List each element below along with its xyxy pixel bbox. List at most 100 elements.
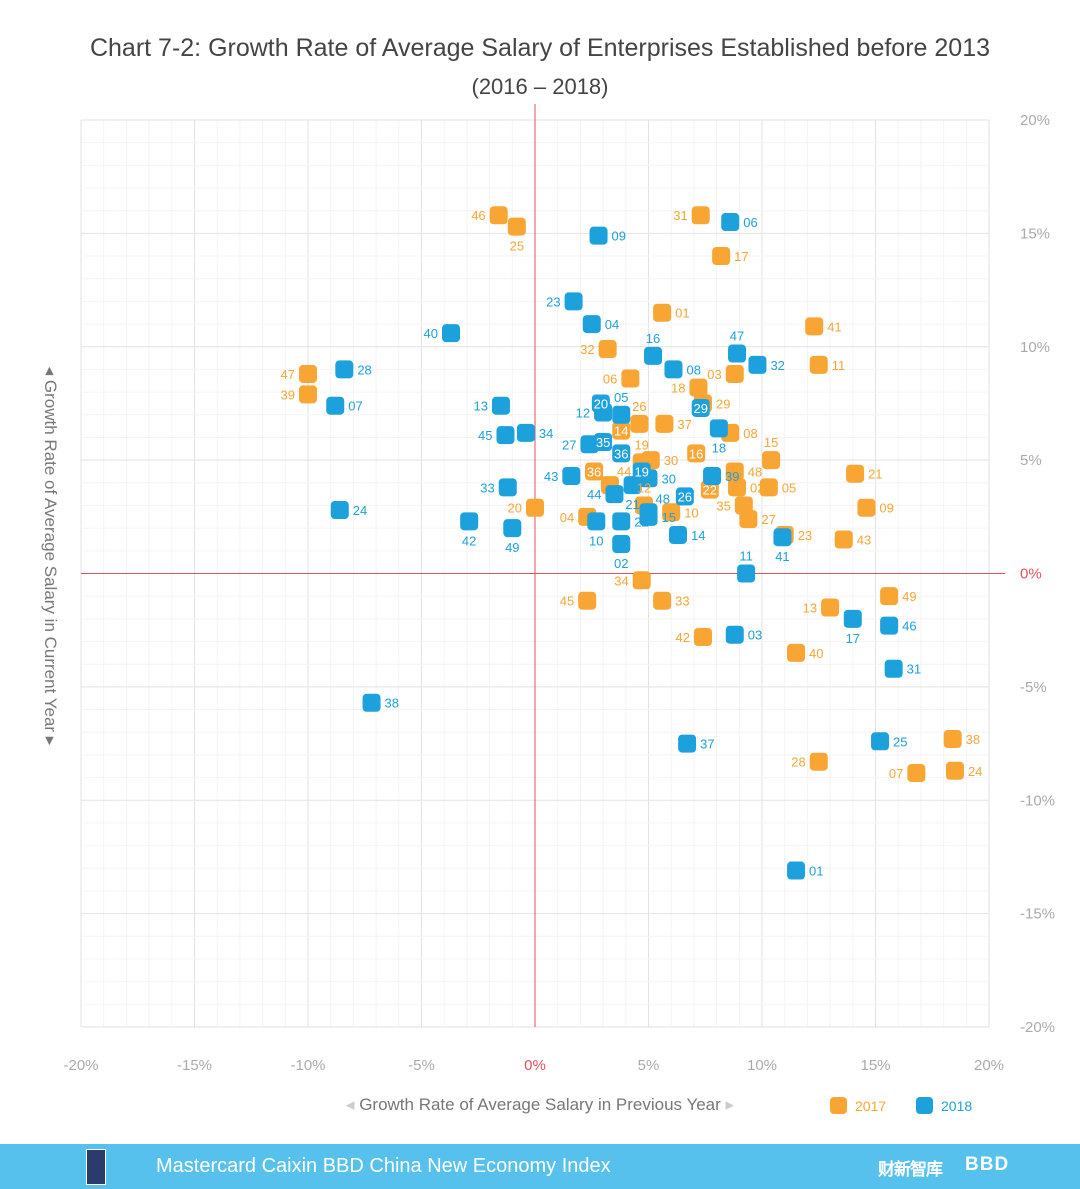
point-label-2018: 34: [539, 426, 553, 441]
point-label-2017: 40: [809, 646, 823, 661]
point-label-2017: 17: [734, 249, 748, 264]
point-marker-2017: [691, 206, 710, 225]
point-label-2017: 07: [889, 766, 903, 781]
point-marker-2017: [585, 462, 604, 481]
point-marker-2018: [491, 396, 510, 415]
point-label-2018: 29: [693, 401, 707, 416]
point-marker-2017: [728, 478, 747, 497]
point-label-2017: 41: [827, 319, 841, 334]
point-marker-2018: [612, 405, 631, 424]
point-marker-2018: [503, 519, 522, 538]
legend-swatch-2018: [916, 1097, 933, 1114]
point-marker-2017: [907, 764, 926, 783]
point-marker-2018: [612, 444, 631, 463]
x-tick-label: 15%: [860, 1057, 890, 1074]
chart-subtitle: (2016 – 2018): [471, 74, 609, 99]
point-marker-2018: [562, 466, 581, 485]
point-marker-2017: [762, 451, 781, 470]
point-label-2018: 20: [594, 396, 608, 411]
point-marker-2017: [630, 414, 649, 433]
point-label-2017: 47: [281, 367, 295, 382]
y-tick-label: -15%: [1020, 906, 1055, 923]
point-label-2018: 13: [473, 399, 487, 414]
legend-label-2017: 2017: [855, 1097, 887, 1114]
point-marker-2017: [693, 627, 712, 646]
point-marker-2017: [299, 385, 317, 404]
point-label-2017: 05: [782, 480, 796, 495]
point-label-2018: 35: [596, 435, 610, 450]
point-label-2018: 43: [544, 469, 558, 484]
point-marker-2017: [725, 462, 744, 481]
point-label-2018: 14: [691, 528, 705, 543]
bbd-logo: BBD: [965, 1154, 1010, 1175]
point-marker-2017: [700, 480, 719, 499]
point-marker-2017: [880, 587, 899, 606]
point-marker-2017: [653, 591, 672, 610]
point-label-2017: 43: [857, 532, 871, 547]
point-marker-2018: [594, 403, 613, 422]
point-label-2017: 39: [281, 387, 295, 402]
point-marker-2018: [748, 355, 767, 374]
point-marker-2018: [580, 435, 599, 454]
point-label-2018: 08: [686, 362, 700, 377]
point-marker-2018: [612, 512, 631, 531]
point-marker-2018: [884, 659, 903, 678]
point-label-2017: 31: [673, 208, 687, 223]
point-label-2017: 46: [471, 208, 485, 223]
point-label-2017: 29: [716, 396, 730, 411]
point-label-2017: 33: [675, 594, 689, 609]
point-marker-2017: [507, 217, 526, 236]
point-marker-2018: [675, 487, 694, 506]
point-marker-2017: [712, 247, 731, 266]
point-marker-2018: [612, 535, 631, 554]
point-marker-2018: [709, 419, 728, 438]
point-label-2017: 28: [791, 755, 805, 770]
point-label-2017: 42: [676, 630, 690, 645]
point-marker-2018: [664, 360, 683, 379]
point-label-2018: 01: [809, 864, 823, 879]
nei-logo-icon: [86, 1149, 106, 1185]
point-label-2018: 31: [907, 662, 921, 677]
point-marker-2017: [846, 464, 865, 483]
point-marker-2017: [598, 340, 617, 359]
point-label-2017: 36: [587, 464, 601, 479]
point-marker-2017: [489, 206, 508, 225]
point-marker-2017: [809, 752, 828, 771]
x-tick-label: 5%: [638, 1057, 660, 1074]
point-label-2017: 26: [632, 399, 646, 414]
point-marker-2017: [943, 730, 962, 749]
point-label-2017: 02: [750, 480, 764, 495]
point-label-2017: 38: [966, 732, 980, 747]
point-label-2018: 41: [775, 549, 789, 564]
point-marker-2017: [725, 364, 744, 383]
point-marker-2018: [678, 734, 697, 753]
point-label-2018: 03: [748, 628, 762, 643]
point-label-2018: 44: [587, 487, 601, 502]
point-marker-2018: [589, 226, 608, 245]
point-label-2018: 32: [770, 358, 784, 373]
point-label-2018: 36: [614, 446, 628, 461]
point-label-2017: 11: [832, 358, 846, 373]
point-marker-2018: [737, 564, 756, 583]
point-marker-2017: [834, 530, 853, 549]
point-label-2017: 22: [703, 483, 717, 498]
point-label-2018: 15: [662, 510, 676, 525]
point-label-2017: 44: [617, 464, 631, 479]
point-label-2017: 32: [580, 342, 594, 357]
y-tick-label: 10%: [1020, 339, 1050, 356]
point-marker-2018: [843, 609, 862, 628]
legend-swatch-2017: [830, 1097, 847, 1114]
point-label-2017: 06: [603, 371, 617, 386]
chart-title: Chart 7-2: Growth Rate of Average Salary…: [89, 34, 991, 62]
y-axis-label: ◂ Growth Rate of Average Salary in Curre…: [41, 366, 60, 746]
point-marker-2018: [703, 466, 722, 485]
point-marker-2018: [564, 292, 583, 311]
point-marker-2018: [594, 432, 613, 451]
caixin-logo: 财新智库: [878, 1160, 943, 1179]
point-marker-2017: [734, 496, 753, 515]
point-label-2017: 09: [879, 501, 893, 516]
point-label-2017: 24: [968, 764, 982, 779]
index-name: Mastercard Caixin BBD China New Economy …: [156, 1155, 611, 1177]
point-label-2017: 35: [716, 498, 730, 513]
x-axis-label: ◂ Growth Rate of Average Salary in Previ…: [345, 1095, 735, 1114]
